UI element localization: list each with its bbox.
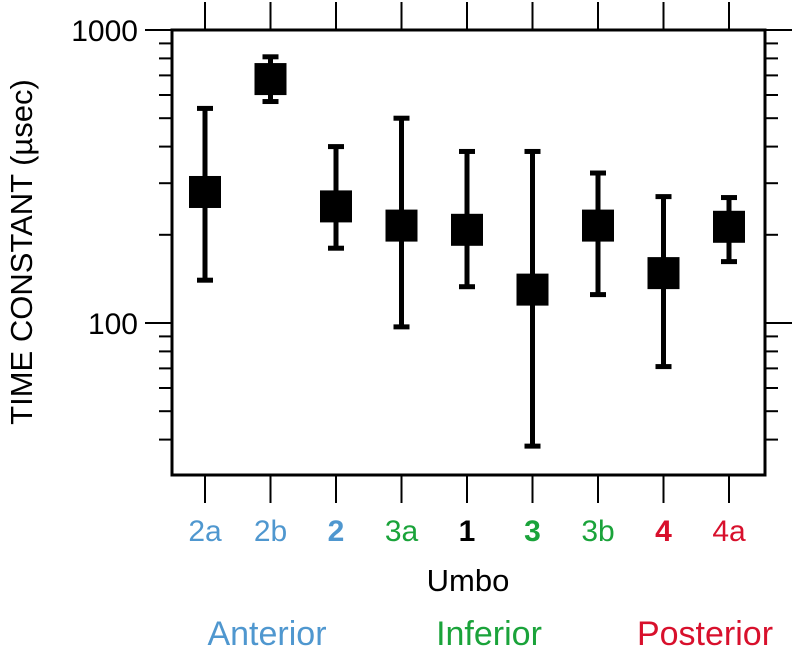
category-label: 3 (524, 515, 541, 548)
y-tick-labels: 100 1000 (71, 15, 138, 341)
category-label: 1 (459, 515, 476, 548)
data-point-marker (385, 209, 418, 242)
category-label: 2 (328, 515, 345, 548)
category-label: 3b (581, 515, 614, 548)
y-tick-label: 1000 (71, 15, 138, 48)
region-group-label: Anterior (207, 615, 326, 649)
category-label: 2a (188, 515, 222, 548)
plot-frame (170, 28, 767, 477)
category-label: 4a (712, 515, 746, 548)
data-point-marker (713, 210, 745, 243)
data-point-marker (516, 273, 549, 306)
data-point-marker (320, 190, 352, 223)
y-axis-title: TIME CONSTANT (µsec) (4, 79, 39, 425)
data-point-marker (582, 209, 614, 242)
data-point-marker (451, 213, 483, 246)
category-label: 3a (385, 515, 419, 548)
category-labels: 2a 2b 2 3a 1 3 3b 4 4a (188, 515, 746, 548)
data-point-marker (189, 175, 221, 208)
region-group-label: Inferior (436, 615, 542, 649)
y-tick-label: 100 (88, 308, 138, 341)
data-point-marker (254, 63, 287, 96)
category-label: 2b (254, 515, 287, 548)
x-axis-ticks (204, 2, 730, 503)
region-group-label: Posterior (637, 615, 773, 649)
data-marks (189, 54, 745, 449)
y-axis-ticks (145, 29, 792, 441)
region-group-labels: Anterior Inferior Posterior (207, 615, 773, 649)
x-axis-title: Umbo (427, 563, 510, 598)
category-label: 4 (655, 515, 672, 548)
data-point-marker (647, 257, 680, 290)
